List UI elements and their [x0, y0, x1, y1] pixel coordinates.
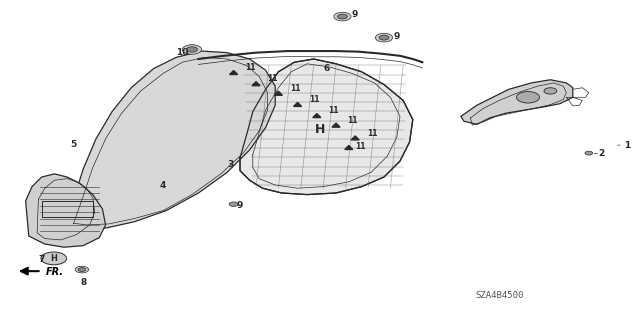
Text: 7: 7	[38, 256, 45, 264]
Polygon shape	[230, 70, 237, 75]
Circle shape	[76, 266, 88, 273]
Text: 9: 9	[352, 10, 358, 19]
Text: 11: 11	[328, 106, 339, 115]
Polygon shape	[252, 82, 260, 86]
Text: 8: 8	[80, 278, 86, 286]
Text: SZA4B4500: SZA4B4500	[475, 291, 524, 300]
Text: 10: 10	[177, 48, 189, 57]
Circle shape	[585, 151, 593, 155]
Circle shape	[41, 252, 67, 265]
Text: 11: 11	[245, 63, 255, 72]
Text: 11: 11	[367, 129, 377, 137]
Text: FR.: FR.	[46, 267, 64, 277]
Polygon shape	[345, 145, 353, 150]
Polygon shape	[351, 136, 359, 140]
Text: 3: 3	[227, 160, 234, 169]
Text: 11: 11	[348, 116, 358, 125]
Text: 11: 11	[309, 95, 319, 104]
Circle shape	[544, 88, 557, 94]
Text: 9: 9	[394, 32, 400, 41]
Text: 11: 11	[290, 84, 300, 93]
Circle shape	[334, 12, 351, 21]
Polygon shape	[294, 102, 301, 107]
Text: 11: 11	[268, 74, 278, 83]
Polygon shape	[275, 91, 282, 95]
Polygon shape	[332, 123, 340, 127]
Circle shape	[78, 268, 86, 271]
Text: 4: 4	[160, 181, 166, 189]
Text: 9: 9	[237, 201, 243, 210]
Circle shape	[516, 92, 540, 103]
Text: 1: 1	[624, 141, 630, 150]
Circle shape	[187, 47, 197, 52]
Circle shape	[337, 14, 348, 19]
Text: 2: 2	[598, 149, 605, 158]
Circle shape	[229, 202, 238, 206]
Text: 11: 11	[355, 142, 365, 151]
Circle shape	[379, 35, 389, 40]
Circle shape	[375, 33, 393, 42]
Text: 5: 5	[70, 140, 77, 149]
Polygon shape	[461, 80, 573, 124]
Polygon shape	[240, 59, 413, 195]
Circle shape	[182, 45, 202, 54]
Polygon shape	[26, 174, 106, 247]
Text: H: H	[315, 123, 325, 136]
Polygon shape	[313, 114, 321, 118]
Polygon shape	[64, 51, 275, 230]
Text: 6: 6	[323, 64, 330, 73]
Text: H: H	[51, 254, 57, 263]
